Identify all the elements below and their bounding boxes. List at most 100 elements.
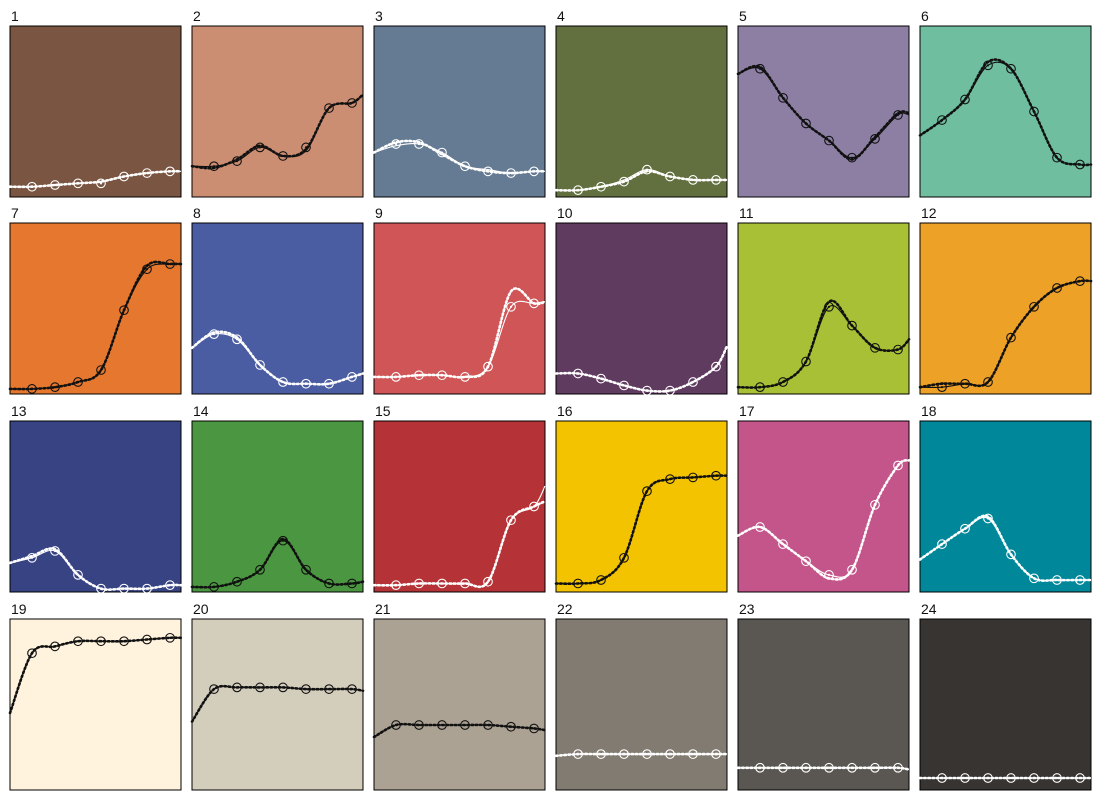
- sample-point: [893, 110, 903, 120]
- sample-point: [209, 161, 219, 172]
- sample-point-center: [668, 389, 672, 392]
- panel-15: 15: [372, 403, 547, 593]
- sample-point: [506, 301, 516, 312]
- sample-point: [73, 570, 83, 580]
- sample-point: [801, 762, 811, 773]
- sample-point: [119, 583, 129, 594]
- panel-background: [191, 420, 364, 593]
- sample-point-center: [963, 98, 967, 101]
- sample-point-center: [486, 723, 490, 727]
- sample-point-center: [1032, 577, 1036, 580]
- sample-point: [165, 259, 175, 269]
- sample-point-center: [235, 686, 239, 689]
- sample-point: [50, 382, 60, 393]
- sample-point: [460, 720, 470, 730]
- sample-point-center: [986, 380, 990, 384]
- panel-22: 22: [554, 601, 729, 791]
- sample-point-center: [1032, 110, 1036, 113]
- panel-label: 21: [375, 601, 391, 617]
- sample-point: [347, 98, 357, 108]
- sample-point-center: [645, 389, 649, 392]
- sample-point: [870, 134, 880, 144]
- sample-point-center: [532, 505, 536, 508]
- sample-point-center: [417, 374, 421, 377]
- sample-point: [50, 180, 60, 190]
- sample-point-center: [1078, 280, 1082, 283]
- sample-point: [232, 156, 242, 166]
- panel-background: [737, 25, 910, 198]
- sample-point: [1052, 152, 1062, 163]
- sample-point: [983, 773, 993, 783]
- sample-point-center: [258, 686, 262, 689]
- sample-point: [1006, 549, 1016, 560]
- panel-6: 6: [918, 8, 1093, 198]
- sample-point: [847, 762, 857, 773]
- panel-3: 3: [372, 8, 547, 198]
- panel-16: 16: [554, 403, 729, 593]
- sample-point-center: [1009, 776, 1013, 780]
- sample-point-center: [714, 178, 718, 181]
- sample-point: [529, 298, 539, 309]
- sample-point: [1006, 63, 1016, 74]
- sample-point: [801, 356, 811, 367]
- sample-point-center: [827, 766, 831, 769]
- sample-point: [483, 576, 493, 587]
- sample-point-center: [394, 723, 398, 727]
- sample-point-center: [576, 582, 580, 585]
- panel-background: [373, 618, 546, 791]
- sample-point-center: [440, 723, 444, 727]
- sample-point: [893, 344, 903, 355]
- sample-point: [96, 178, 106, 189]
- panel-17: 17: [736, 403, 911, 593]
- sample-point: [391, 720, 401, 730]
- sample-point-center: [645, 168, 649, 171]
- sample-point-center: [599, 377, 603, 380]
- sample-point-center: [417, 582, 421, 585]
- sample-point: [142, 264, 152, 275]
- sample-point: [1029, 301, 1039, 312]
- sample-point-center: [258, 146, 262, 149]
- sample-point: [255, 142, 265, 153]
- sample-point: [596, 575, 606, 585]
- sample-point: [142, 634, 152, 645]
- sample-point: [529, 166, 539, 177]
- sample-point-center: [327, 582, 331, 585]
- sample-point: [1052, 773, 1062, 783]
- sample-point-center: [76, 182, 80, 185]
- sample-point-center: [576, 189, 580, 192]
- sample-point-center: [53, 549, 57, 553]
- panel-background: [555, 222, 728, 395]
- sample-point-center: [350, 101, 354, 105]
- sample-point: [937, 115, 947, 125]
- sample-point-center: [599, 185, 603, 188]
- sample-point: [573, 749, 583, 759]
- sample-point: [937, 539, 947, 549]
- panel-label: 8: [193, 205, 201, 221]
- sample-point-center: [758, 525, 762, 529]
- sample-point: [209, 329, 219, 340]
- sample-point: [642, 164, 652, 175]
- sample-point: [983, 377, 993, 387]
- sample-point: [209, 582, 219, 592]
- sample-point: [255, 564, 265, 575]
- sample-point-center: [940, 386, 944, 389]
- sample-point-center: [691, 476, 695, 479]
- sample-point-center: [145, 587, 149, 590]
- sample-point-center: [850, 766, 854, 769]
- panel-label: 4: [557, 8, 565, 24]
- sample-point-center: [758, 766, 762, 769]
- sample-point: [824, 762, 834, 773]
- sample-point-center: [1078, 776, 1082, 780]
- sample-point-center: [758, 67, 762, 70]
- sample-point-center: [30, 387, 34, 390]
- panel-label: 1: [11, 8, 19, 24]
- sample-point: [437, 370, 447, 381]
- sample-point-center: [873, 346, 877, 349]
- sample-point-center: [827, 573, 831, 577]
- sample-point-center: [30, 652, 34, 655]
- sample-point: [619, 380, 629, 391]
- sample-point: [506, 515, 516, 526]
- sample-point: [414, 578, 424, 589]
- sample-point-center: [599, 752, 603, 756]
